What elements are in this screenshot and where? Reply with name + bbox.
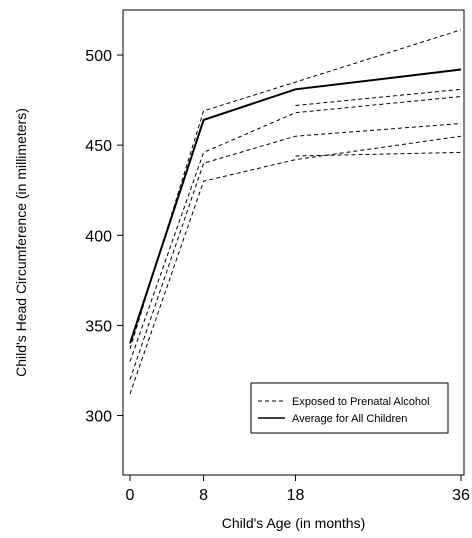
exposed-line-6	[295, 151, 462, 157]
exposed-line-3	[129, 123, 462, 380]
y-tick-label: 500	[85, 48, 112, 65]
legend: Exposed to Prenatal Alcohol Average for A…	[250, 382, 449, 434]
y-axis-label: Child's Head Circumference (in millimete…	[13, 108, 29, 377]
x-tick-label: 36	[452, 487, 470, 504]
y-tick-label: 450	[85, 138, 112, 155]
axis-layer: 300 350 400 450 500 0 8 18 36 Child's Age (in mon…	[13, 48, 470, 531]
x-tick-label: 0	[126, 487, 135, 504]
legend-label: Exposed to Prenatal Alcohol	[292, 396, 430, 408]
x-tick-label: 18	[287, 487, 305, 504]
average-line	[129, 68, 462, 344]
series-layer	[129, 29, 462, 395]
plot-frame	[122, 9, 465, 476]
exposed-line-4	[129, 135, 462, 395]
legend-box	[250, 382, 449, 434]
y-tick-label: 300	[85, 409, 112, 426]
x-tick-label: 8	[199, 487, 208, 504]
x-axis-label: Child's Age (in months)	[222, 515, 366, 531]
y-tick-label: 350	[85, 318, 112, 335]
exposed-line-5	[295, 88, 462, 106]
exposed-line-1	[129, 29, 462, 349]
legend-label: Average for All Children	[292, 413, 407, 425]
y-tick-label: 400	[85, 228, 112, 245]
